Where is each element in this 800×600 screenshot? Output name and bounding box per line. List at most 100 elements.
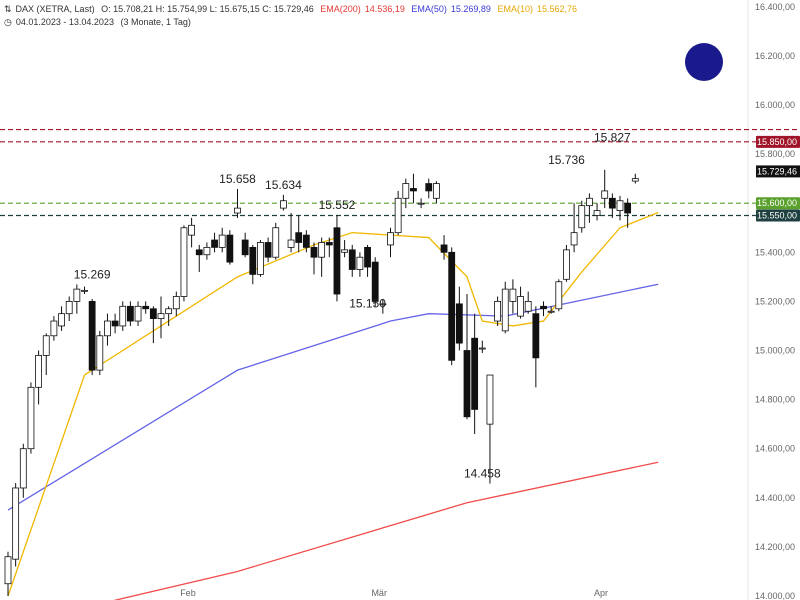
- candle-down: [310, 246, 318, 258]
- candle-up: [555, 281, 563, 310]
- instrument-icon: ⇅: [4, 4, 12, 14]
- candle-down: [608, 197, 616, 209]
- candle-up: [81, 289, 88, 292]
- candle-up: [73, 288, 81, 302]
- ema200-label[interactable]: EMA(200): [320, 4, 361, 14]
- y-tick-labels: 14.000,00 14.200,00 14.400,00 14.600,00 14.8…: [755, 2, 795, 600]
- candle-down: [226, 234, 234, 263]
- candle-up: [203, 246, 211, 256]
- price-annotation: 15.150: [349, 297, 386, 311]
- candle-down: [440, 244, 448, 253]
- candle-down: [88, 300, 96, 371]
- horizontal-levels: 15.850,00 15.600,00 15.550,00 15.729,46: [0, 128, 800, 222]
- candle-down: [241, 239, 249, 256]
- x-axis-label: Mär: [371, 588, 387, 598]
- price-annotation: 15.552: [319, 198, 356, 212]
- candle-down: [624, 202, 632, 214]
- chart-header: ⇅ DAX (XETRA, Last) O: 15.708,21 H: 15.75…: [4, 4, 581, 15]
- candle-up: [379, 303, 387, 306]
- ema10-value: 15.562,76: [536, 4, 577, 14]
- price-annotation: 15.736: [548, 153, 585, 167]
- candle-up: [104, 320, 111, 337]
- price-annotations: 15.269 15.658 15.634 15.552 15.150 14.458 15.7…: [74, 130, 631, 480]
- candle-up: [134, 305, 142, 322]
- candle-down: [264, 242, 272, 258]
- level-tag: [756, 135, 800, 148]
- candle-up: [42, 335, 50, 356]
- candle-up: [279, 200, 287, 209]
- candle-down: [211, 239, 218, 248]
- candle-down: [448, 251, 456, 361]
- candle-down: [142, 305, 150, 310]
- x-axis-label: Feb: [180, 588, 196, 598]
- candle-up: [58, 313, 65, 327]
- last-price-tag: [756, 165, 800, 178]
- candle-up: [257, 242, 264, 275]
- candle-up: [394, 197, 402, 234]
- price-annotation: 14.458: [464, 467, 501, 481]
- candle-up: [547, 310, 555, 313]
- candle-up: [12, 487, 20, 560]
- candle-up: [517, 296, 524, 317]
- candle-up: [172, 296, 180, 310]
- level-tag: [756, 197, 800, 210]
- candle-up: [486, 374, 494, 425]
- marker-dot: [685, 43, 723, 81]
- y-tick-label: 15.400,00: [755, 247, 795, 257]
- level-label: 15.600,00: [757, 198, 797, 208]
- candle-down: [463, 350, 471, 418]
- y-tick-label: 15.800,00: [755, 149, 795, 159]
- level-label: 15.850,00: [757, 137, 797, 147]
- candle-up: [157, 313, 165, 319]
- last-price-label: 15.729,46: [757, 166, 797, 176]
- candle-up: [356, 256, 364, 270]
- candle-up: [601, 190, 609, 199]
- candle-down: [325, 242, 333, 246]
- candle-up: [287, 239, 295, 248]
- candles: [4, 169, 639, 596]
- candle-up: [65, 300, 73, 315]
- ema10-line: [7, 211, 659, 597]
- candle-down: [111, 320, 119, 327]
- ema200-line: [113, 461, 659, 600]
- x-axis-labels: Feb Mär Apr: [180, 588, 608, 598]
- ema10-label[interactable]: EMA(10): [497, 4, 533, 14]
- candle-up: [563, 249, 570, 280]
- price-annotation: 15.658: [219, 172, 256, 186]
- x-axis-label: Apr: [594, 588, 608, 598]
- y-tick-label: 14.800,00: [755, 395, 795, 405]
- candle-down: [455, 303, 463, 344]
- candle-up: [631, 178, 639, 182]
- candle-up: [165, 308, 173, 315]
- instrument-title: DAX (XETRA, Last): [15, 4, 95, 14]
- candle-up: [509, 288, 517, 302]
- candle-down: [295, 232, 303, 243]
- candle-up: [272, 227, 280, 258]
- candle-down: [348, 249, 356, 270]
- candle-up: [4, 556, 12, 585]
- candle-down: [127, 305, 134, 322]
- candle-up: [188, 224, 196, 236]
- candle-up: [578, 205, 586, 229]
- price-annotation: 15.827: [594, 130, 631, 144]
- candle-up: [180, 227, 188, 297]
- ema50-label[interactable]: EMA(50): [411, 4, 447, 14]
- candle-up: [417, 202, 425, 205]
- candle-up: [35, 355, 42, 388]
- candle-down: [532, 313, 540, 359]
- candle-down: [371, 261, 379, 302]
- candle-down: [471, 337, 479, 410]
- y-tick-label: 15.200,00: [755, 296, 795, 306]
- candle-down: [149, 308, 157, 319]
- candle-up: [432, 183, 440, 199]
- candle-up: [318, 242, 326, 258]
- y-tick-label: 16.000,00: [755, 100, 795, 110]
- candle-up: [586, 197, 593, 207]
- candle-up: [494, 300, 502, 322]
- candle-up: [616, 200, 624, 211]
- candle-down: [364, 246, 371, 268]
- y-tick-label: 14.000,00: [755, 591, 795, 600]
- ema50-line: [7, 283, 659, 511]
- candle-up: [593, 210, 601, 216]
- clock-icon: ◷: [4, 17, 12, 27]
